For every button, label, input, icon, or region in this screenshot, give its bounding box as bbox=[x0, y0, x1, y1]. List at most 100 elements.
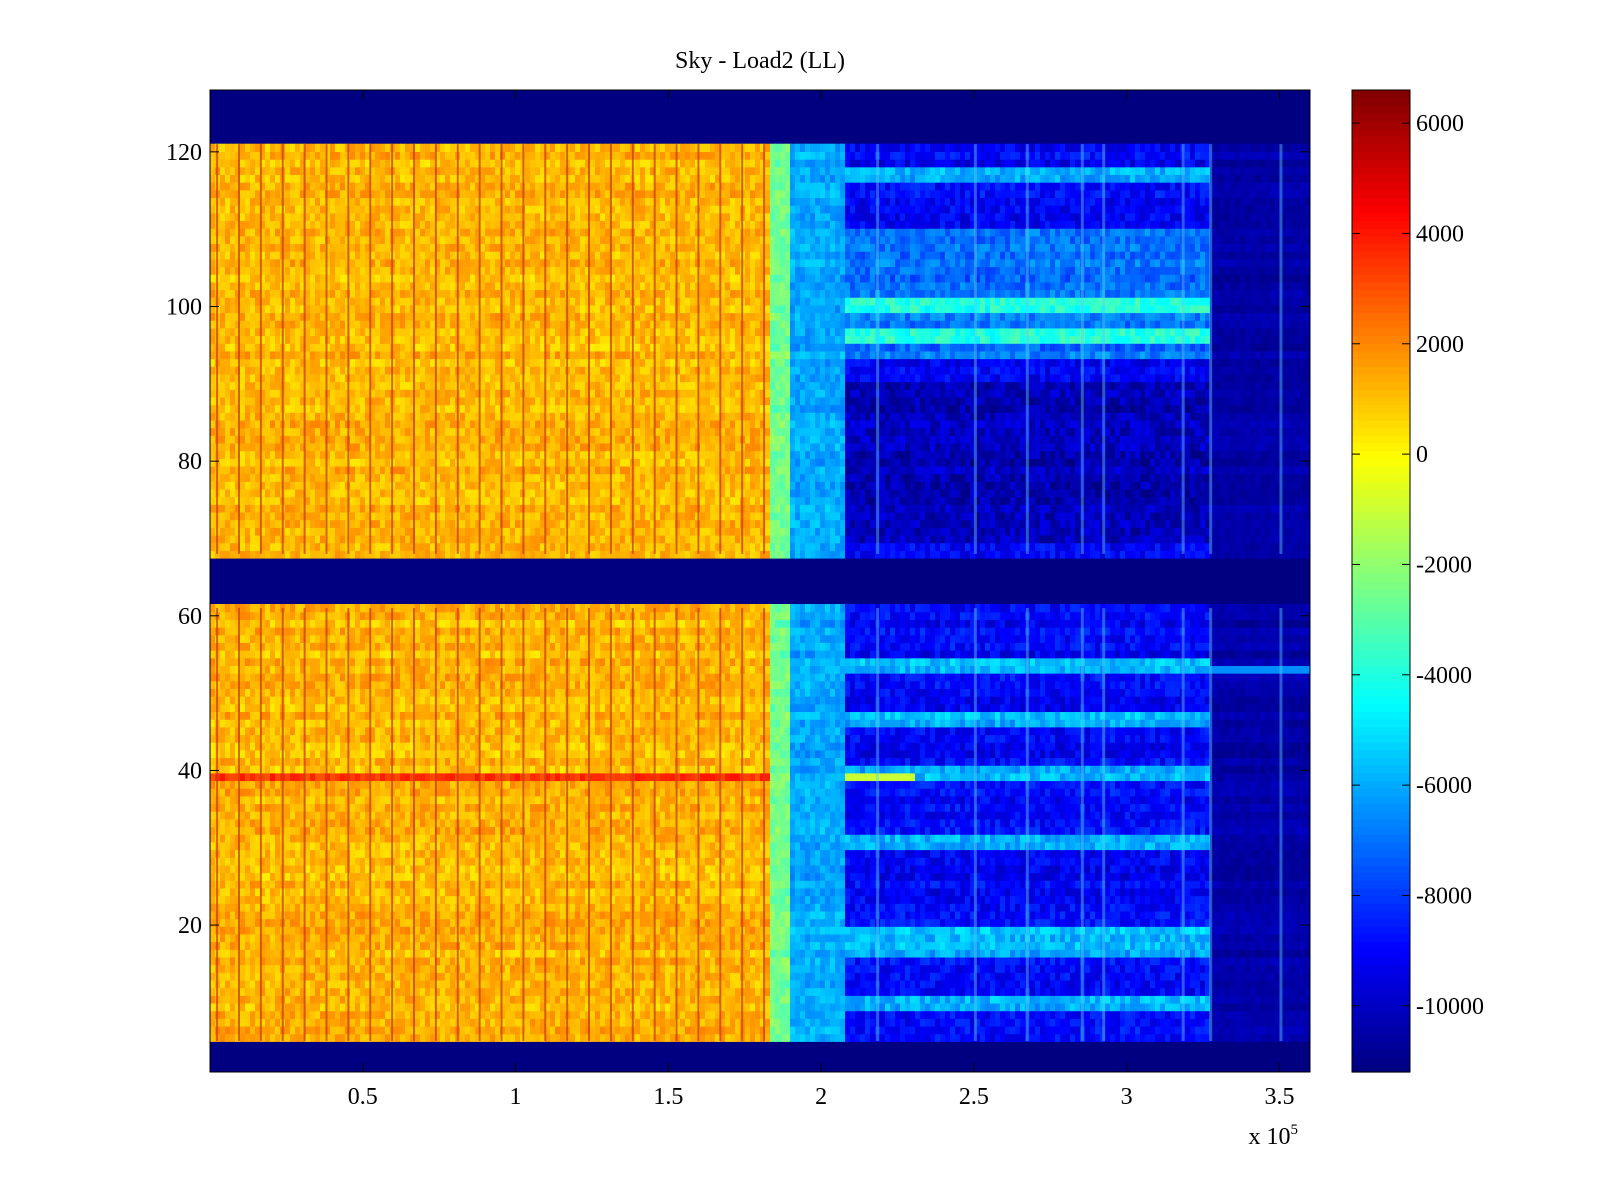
heatmap-cell bbox=[840, 995, 846, 1003]
heatmap-cell bbox=[335, 965, 341, 973]
heatmap-cell bbox=[595, 957, 601, 965]
heatmap-cell bbox=[1200, 995, 1206, 1003]
heatmap-cell bbox=[450, 1011, 456, 1019]
heatmap-cell bbox=[900, 957, 906, 965]
heatmap-cell bbox=[295, 980, 301, 988]
heatmap-cell bbox=[745, 995, 751, 1003]
heatmap-cell bbox=[990, 1011, 996, 1019]
heatmap-cell bbox=[265, 1018, 271, 1026]
heatmap-cell bbox=[840, 1011, 846, 1019]
heatmap-cell bbox=[1075, 1003, 1081, 1011]
heatmap-cell bbox=[1055, 972, 1061, 980]
heatmap-cell bbox=[995, 965, 1001, 973]
heatmap-cell bbox=[955, 1026, 961, 1034]
heatmap-cell bbox=[925, 965, 931, 973]
heatmap-cell bbox=[395, 972, 401, 980]
heatmap-cell bbox=[525, 1003, 531, 1011]
heatmap-cell bbox=[1090, 972, 1096, 980]
heatmap-cell bbox=[385, 957, 391, 965]
heatmap-cell bbox=[225, 1018, 231, 1026]
heatmap-cell bbox=[490, 1003, 496, 1011]
heatmap-cell bbox=[595, 965, 601, 973]
heatmap-cell bbox=[895, 1003, 901, 1011]
heatmap-cell bbox=[1105, 1026, 1111, 1034]
heatmap-cell bbox=[530, 957, 536, 965]
heatmap-cell bbox=[780, 1034, 786, 1042]
heatmap-cell bbox=[250, 1011, 256, 1019]
heatmap-cell bbox=[570, 988, 576, 996]
heatmap-cell bbox=[670, 1011, 676, 1019]
heatmap-cell bbox=[405, 1034, 411, 1042]
heatmap-cell bbox=[420, 965, 426, 973]
heatmap-cell bbox=[340, 1011, 346, 1019]
heatmap-cell bbox=[440, 1003, 446, 1011]
heatmap-cell bbox=[725, 995, 731, 1003]
heatmap-cell bbox=[1200, 1003, 1206, 1011]
heatmap-cell bbox=[940, 1026, 946, 1034]
heatmap-cell bbox=[690, 1018, 696, 1026]
heatmap-cell bbox=[1135, 1003, 1141, 1011]
heatmap-cell bbox=[560, 995, 566, 1003]
heatmap-cell bbox=[1090, 965, 1096, 973]
heatmap-cell bbox=[230, 995, 236, 1003]
heatmap-cell bbox=[855, 980, 861, 988]
heatmap-cell bbox=[940, 1003, 946, 1011]
heatmap-cell bbox=[1255, 1026, 1261, 1034]
heatmap-cell bbox=[870, 972, 876, 980]
heatmap-cell bbox=[935, 980, 941, 988]
heatmap-cell bbox=[835, 988, 841, 996]
heatmap-cell bbox=[1220, 1034, 1226, 1042]
heatmap-cell bbox=[660, 1034, 666, 1042]
heatmap-cell bbox=[250, 1018, 256, 1026]
heatmap-cell bbox=[1000, 988, 1006, 996]
heatmap-cell bbox=[915, 1034, 921, 1042]
heatmap-cell bbox=[1220, 1003, 1226, 1011]
heatmap-cell bbox=[900, 972, 906, 980]
heatmap-cell bbox=[930, 1018, 936, 1026]
heatmap-cell bbox=[1040, 972, 1046, 980]
heatmap-cell bbox=[605, 1018, 611, 1026]
heatmap-cell bbox=[640, 965, 646, 973]
heatmap-cell bbox=[800, 1003, 806, 1011]
heatmap-cell bbox=[330, 980, 336, 988]
heatmap-cell bbox=[750, 972, 756, 980]
heatmap-cell bbox=[380, 957, 386, 965]
heatmap-cell bbox=[240, 957, 246, 965]
heatmap-cell bbox=[225, 1011, 231, 1019]
heatmap-cell bbox=[1175, 972, 1181, 980]
heatmap-cell bbox=[1190, 1034, 1196, 1042]
heatmap-cell bbox=[505, 972, 511, 980]
heatmap-cell bbox=[1135, 972, 1141, 980]
heatmap-cell bbox=[285, 972, 291, 980]
heatmap-cell bbox=[1015, 1026, 1021, 1034]
heatmap-cell bbox=[430, 988, 436, 996]
heatmap-cell bbox=[385, 988, 391, 996]
heatmap-cell bbox=[775, 1018, 781, 1026]
heatmap-cell bbox=[700, 957, 706, 965]
heatmap-cell bbox=[1255, 995, 1261, 1003]
heatmap-cell bbox=[1085, 972, 1091, 980]
heatmap-cell bbox=[685, 1034, 691, 1042]
heatmap-cell bbox=[1110, 1026, 1116, 1034]
heatmap-cell bbox=[935, 988, 941, 996]
heatmap-cell bbox=[940, 1034, 946, 1042]
heatmap-cell bbox=[210, 949, 216, 957]
heatmap-cell bbox=[380, 972, 386, 980]
heatmap-cell bbox=[955, 957, 961, 965]
heatmap-cell bbox=[995, 1018, 1001, 1026]
heatmap-cell bbox=[665, 965, 671, 973]
heatmap-cell bbox=[495, 965, 501, 973]
heatmap-cell bbox=[965, 980, 971, 988]
heatmap-cell bbox=[245, 957, 251, 965]
heatmap-cell bbox=[335, 957, 341, 965]
heatmap-cell bbox=[530, 980, 536, 988]
heatmap-cell bbox=[245, 1034, 251, 1042]
heatmap-cell bbox=[515, 1034, 521, 1042]
heatmap-cell bbox=[225, 1003, 231, 1011]
heatmap-cell bbox=[1120, 995, 1126, 1003]
heatmap-cell bbox=[1155, 1011, 1161, 1019]
heatmap-cell bbox=[1185, 972, 1191, 980]
heatmap-cell bbox=[1240, 995, 1246, 1003]
heatmap-cell bbox=[925, 1011, 931, 1019]
heatmap-cell bbox=[700, 1011, 706, 1019]
